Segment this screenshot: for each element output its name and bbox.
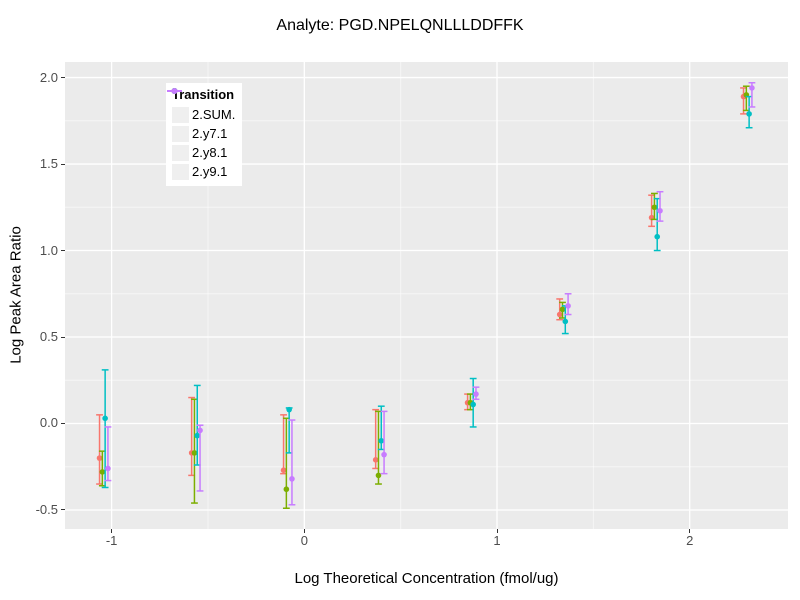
y-tick-mark — [61, 336, 65, 338]
x-tick-mark — [111, 529, 113, 533]
legend: Transition 2.SUM. 2.y7.1 2.y8.1 2.y9.1 — [166, 83, 243, 186]
x-tick-mark — [689, 529, 691, 533]
x-tick-label: 0 — [300, 533, 308, 548]
data-point — [651, 204, 658, 211]
y-axis-label: Log Peak Area Ratio — [7, 226, 25, 364]
y-tick-mark — [61, 509, 65, 511]
data-point — [559, 306, 566, 313]
x-tick-label: 1 — [493, 533, 501, 548]
data-point — [191, 450, 198, 456]
data-point — [565, 303, 571, 309]
data-point — [657, 207, 663, 214]
data-point — [473, 391, 479, 397]
legend-entry-label: 2.SUM. — [192, 107, 236, 122]
x-tick-mark — [303, 529, 305, 533]
y-tick-mark — [61, 77, 65, 79]
y-tick-label: -0.5 — [35, 501, 58, 517]
data-point — [562, 318, 569, 325]
x-tick-mark — [496, 529, 498, 533]
data-point — [283, 486, 290, 493]
data-point — [749, 85, 755, 91]
x-tick-label: 2 — [686, 533, 694, 548]
data-point — [746, 111, 752, 117]
plot-panel: Transition 2.SUM. 2.y7.1 2.y8.1 2.y9.1 — [65, 62, 788, 529]
data-point — [372, 457, 379, 463]
data-point — [378, 437, 385, 444]
series-marker-icon — [167, 88, 189, 180]
y-tick-label: 0.0 — [39, 415, 58, 431]
data-point — [99, 469, 106, 475]
data-point — [105, 465, 111, 472]
data-point — [470, 401, 476, 408]
chart-title: Analyte: PGD.NPELQNLLLDDFFK — [276, 17, 524, 34]
legend-entry: 2.y7.1 — [167, 88, 235, 143]
legend-entry-label: 2.y9.1 — [192, 164, 228, 179]
data-point — [286, 406, 292, 413]
data-point — [96, 455, 103, 461]
legend-entry: 2.SUM. — [167, 88, 236, 124]
y-tick-mark — [61, 250, 65, 252]
legend-entry-label: 2.y8.1 — [192, 145, 228, 160]
legend-title: Transition — [172, 87, 235, 102]
y-tick-label: 2.0 — [39, 69, 58, 85]
data-point — [556, 311, 563, 318]
y-tick-label: 0.5 — [39, 329, 58, 344]
legend-entry: 2.y9.1 — [167, 88, 235, 181]
x-tick-label: -1 — [105, 533, 118, 548]
series-marker-icon — [167, 88, 189, 142]
data-point — [381, 451, 387, 458]
data-point — [194, 432, 201, 439]
legend-key-glyph — [167, 88, 182, 94]
data-point — [197, 427, 203, 434]
plot-area — [65, 62, 788, 529]
data-point — [102, 415, 108, 422]
legend-entry-label: 2.y7.1 — [192, 126, 228, 141]
y-tick-label: 1.5 — [39, 156, 58, 172]
series-marker-icon — [167, 88, 189, 161]
y-tick-mark — [61, 422, 65, 424]
x-axis-label: Log Theoretical Concentration (fmol/ug) — [294, 570, 559, 587]
y-tick-mark — [61, 163, 65, 165]
data-point — [280, 467, 287, 473]
legend-entry: 2.y8.1 — [167, 88, 235, 162]
data-point — [289, 476, 295, 482]
y-tick-label: 1.0 — [39, 242, 58, 258]
series-marker-icon — [167, 88, 189, 123]
data-point — [375, 472, 382, 479]
data-point — [654, 233, 661, 240]
